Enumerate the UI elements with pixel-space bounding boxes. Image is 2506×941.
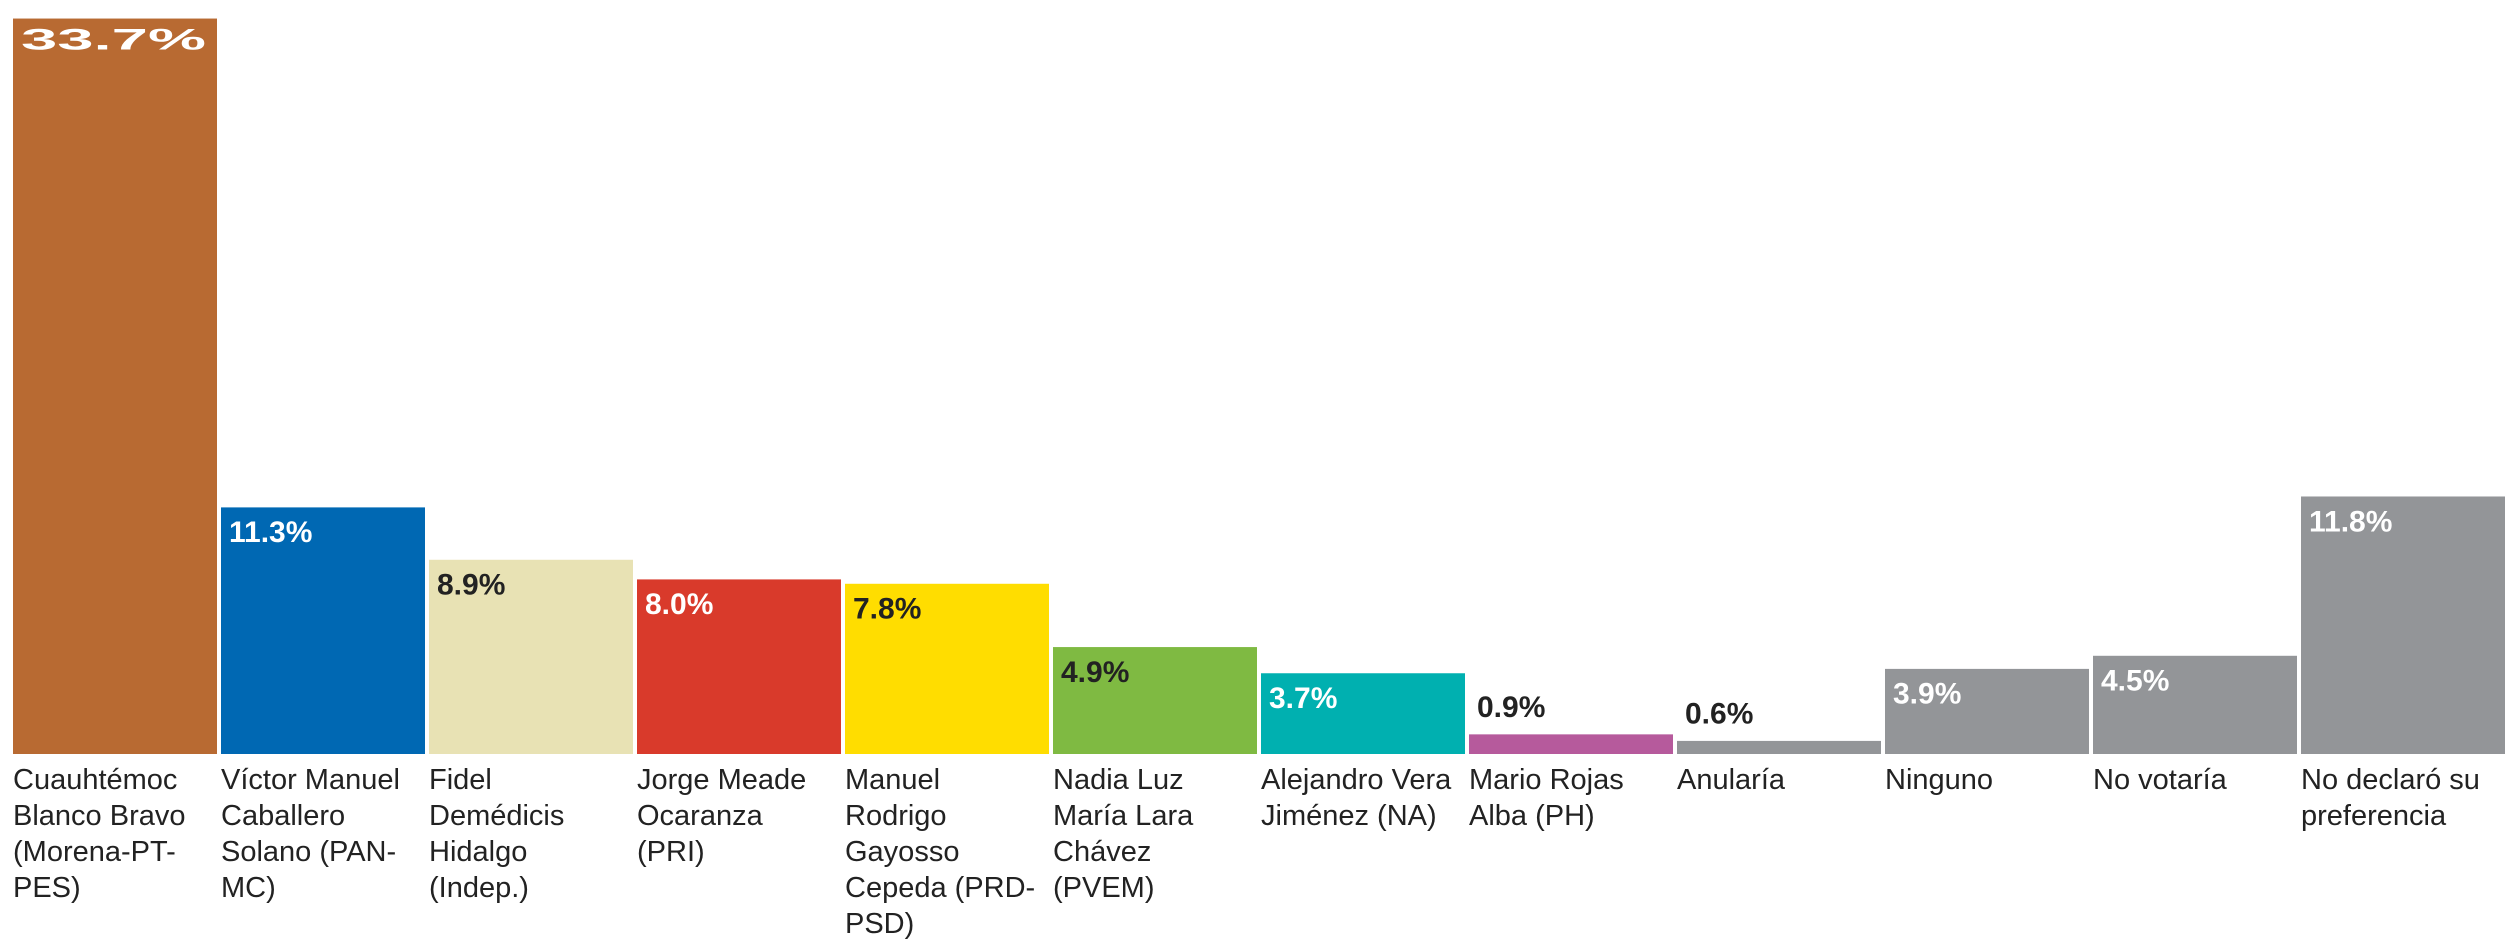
bar (1469, 734, 1673, 754)
bar (13, 18, 217, 754)
value-label: 11.3% (229, 516, 312, 549)
bar (1677, 740, 1881, 754)
category-label: Manuel Rodrigo Gayosso Cepeda (PRD-PSD) (845, 764, 1036, 940)
value-label: 11.8% (2309, 505, 2392, 538)
bar (1053, 647, 1257, 754)
bar (2301, 496, 2505, 754)
bar (1885, 668, 2089, 754)
category-label: Ninguno (1885, 764, 1994, 796)
category-label: Mario Rojas Alba (PH) (1469, 764, 1624, 832)
value-label: 8.9% (437, 569, 505, 602)
value-label: 33.7% (21, 23, 206, 56)
value-label: 0.6% (1685, 698, 1753, 731)
value-label: 8.0% (645, 588, 713, 621)
value-label: 3.7% (1269, 682, 1337, 715)
bar (845, 583, 1049, 754)
category-label: Fidel Demédicis Hidalgo (Indep.) (429, 764, 565, 904)
value-label: 3.9% (1893, 678, 1961, 711)
value-label: 7.8% (853, 593, 921, 626)
category-label: Cuauhtémoc Blanco Bravo (Morena-PT-PES) (13, 764, 186, 904)
value-label: 4.5% (2101, 665, 2169, 698)
bar (2093, 655, 2297, 754)
bar (221, 507, 425, 754)
category-label: Alejandro Vera Jiménez (NA) (1261, 764, 1452, 832)
bar (429, 559, 633, 754)
bar (1261, 673, 1465, 754)
bar (637, 579, 841, 754)
category-label: Nadia Luz María Lara Chávez (PVEM) (1053, 764, 1194, 904)
value-label: 0.9% (1477, 691, 1545, 724)
category-label: Anularía (1677, 764, 1786, 796)
value-label: 4.9% (1061, 656, 1129, 689)
category-label: Víctor Manuel Caballero Solano (PAN-MC) (221, 764, 400, 904)
category-label: Jorge Meade Ocaranza (PRI) (637, 764, 807, 868)
category-label: No declaró su preferencia (2301, 764, 2480, 832)
category-label: No votaría (2093, 764, 2227, 796)
